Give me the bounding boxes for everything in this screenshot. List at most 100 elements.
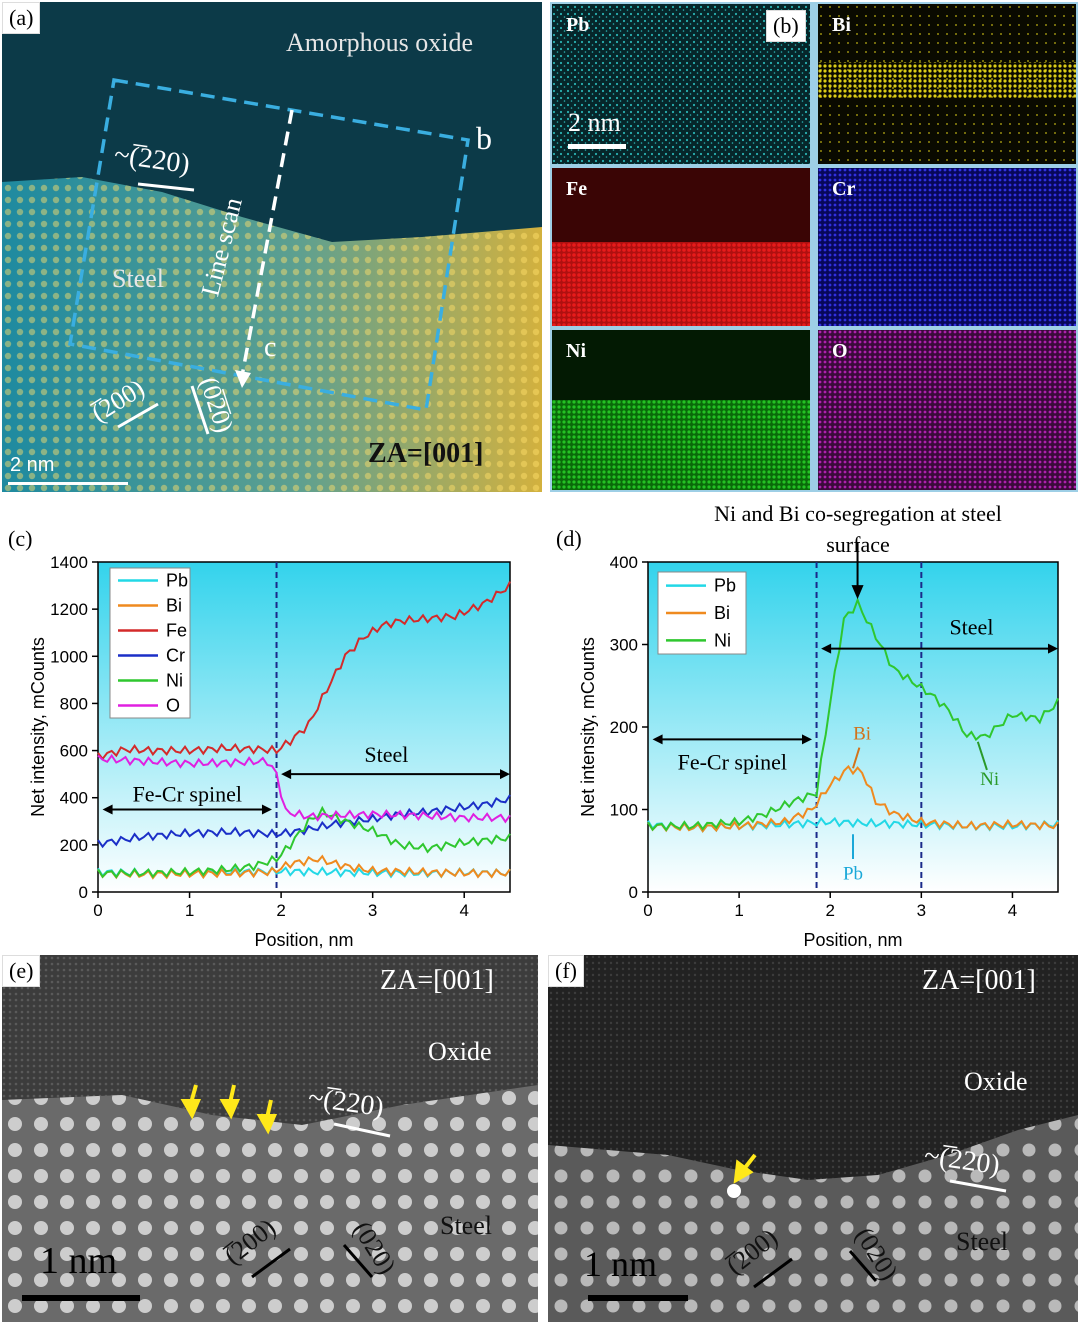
steel-text-f: Steel bbox=[956, 1227, 1008, 1256]
yellow-arrow-f bbox=[733, 1153, 757, 1184]
steel-text: Steel bbox=[364, 742, 408, 767]
map-fe: Fe bbox=[552, 168, 810, 326]
x-tick-label: 3 bbox=[368, 901, 377, 920]
legend-label: Bi bbox=[166, 596, 182, 616]
panel-d-label: (d) bbox=[556, 526, 582, 551]
oxide-text-f: Oxide bbox=[964, 1067, 1028, 1096]
map-ni-image bbox=[552, 330, 810, 490]
steel-text-d: Steel bbox=[949, 615, 993, 640]
scale-bar-a bbox=[8, 482, 128, 485]
map-o-title: O bbox=[832, 340, 848, 362]
scale-text-f: 1 nm bbox=[584, 1244, 658, 1284]
x-tick-label: 2 bbox=[276, 901, 285, 920]
y-axis-label: Net intensity, mCounts bbox=[28, 637, 48, 817]
map-bi: Bi bbox=[818, 4, 1076, 164]
y-tick-label: 300 bbox=[610, 636, 638, 655]
map-cr-title: Cr bbox=[832, 178, 856, 200]
marker-b-text: b bbox=[476, 120, 492, 156]
series-fe bbox=[97, 581, 511, 761]
map-bi-title: Bi bbox=[832, 14, 851, 36]
legend-label: Pb bbox=[166, 571, 188, 591]
peak-arrow-head bbox=[851, 585, 864, 600]
legend-label: Fe bbox=[166, 621, 187, 641]
x-tick-label: 4 bbox=[1008, 901, 1017, 920]
spinel-arrow-d bbox=[652, 734, 812, 745]
x-tick-label: 0 bbox=[93, 901, 102, 920]
map-o: O bbox=[818, 330, 1076, 490]
zone-axis-text-e: ZA=[001] bbox=[380, 965, 494, 996]
legend-label: Pb bbox=[714, 576, 736, 596]
marker-c-text: c bbox=[264, 332, 277, 363]
oxide-text-e: Oxide bbox=[428, 1037, 492, 1066]
legend-label: Ni bbox=[714, 630, 731, 650]
panel-c-label: (c) bbox=[8, 526, 33, 551]
pb-arrow-text: Pb bbox=[843, 864, 863, 885]
x-tick-label: 0 bbox=[643, 901, 652, 920]
ni-arrow-text: Ni bbox=[980, 769, 999, 790]
map-ni: Ni bbox=[552, 330, 810, 490]
steel-arrow bbox=[281, 769, 510, 780]
yellow-arrows-e bbox=[180, 1084, 278, 1135]
y-tick-label: 400 bbox=[610, 553, 638, 572]
map-cr-image bbox=[818, 168, 1076, 326]
bi-arrow-text: Bi bbox=[853, 723, 871, 744]
y-tick-label: 800 bbox=[60, 694, 88, 713]
chart-d-title: Ni and Bi co-segregation at steel surfac… bbox=[714, 501, 1002, 557]
panel-f-haadf: (f) ZA=[001] Oxide ~(̅220) Steel (̅200) … bbox=[548, 955, 1078, 1322]
scale-text-a: 2 nm bbox=[10, 454, 55, 476]
panel-e-label: (e) bbox=[2, 955, 41, 987]
x-axis-label: Position, nm bbox=[254, 930, 353, 950]
panel-c-chart: (c) 0 200 400 600 800 1000 1200 1400 0 1 2 3 4 Positi… bbox=[0, 498, 540, 953]
y-tick-label: 0 bbox=[629, 883, 638, 902]
x-tick-label: 4 bbox=[459, 901, 468, 920]
panel-b-eds-maps: Pb 2 nm (b) Bi Fe Cr bbox=[550, 2, 1078, 492]
map-ni-title: Ni bbox=[566, 340, 586, 362]
panel-e-haadf: (e) ZA=[001] Oxide ~(̅220) Steel (̅200) … bbox=[2, 955, 538, 1322]
panel-d-chart: (d) Ni and Bi co-segregation at steel su… bbox=[548, 498, 1080, 953]
y-tick-label: 200 bbox=[610, 718, 638, 737]
ni-arrow bbox=[976, 741, 988, 771]
map-pb-title: Pb bbox=[566, 14, 590, 36]
y-tick-label: 0 bbox=[79, 883, 88, 902]
series-bi bbox=[647, 764, 1059, 833]
panel-a-stem-image: (a) Amorphous oxide ~(̅220) b Steel Line… bbox=[2, 2, 542, 492]
scale-bar-b bbox=[568, 144, 626, 149]
series-ni bbox=[647, 596, 1059, 832]
legend-label: O bbox=[166, 696, 180, 716]
legend-label: Cr bbox=[166, 646, 185, 666]
panel-e-image bbox=[2, 955, 538, 1322]
amorphous-oxide-text: Amorphous oxide bbox=[286, 28, 474, 57]
panel-f-label: (f) bbox=[548, 955, 584, 987]
map-fe-title: Fe bbox=[566, 178, 588, 200]
steel-text-a: Steel bbox=[112, 264, 164, 293]
y-tick-label: 1000 bbox=[50, 647, 88, 666]
legend-label: Bi bbox=[714, 603, 730, 623]
legend bbox=[109, 567, 191, 719]
y-tick-label: 600 bbox=[60, 742, 88, 761]
map-o-image bbox=[818, 330, 1076, 490]
series-bi bbox=[97, 854, 511, 880]
chart-d-svg: 0 100 200 300 400 0 1 2 3 4 Position, nm Net intens… bbox=[578, 542, 1059, 950]
panel-b-label: (b) bbox=[766, 10, 806, 42]
x-tick-label: 3 bbox=[917, 901, 926, 920]
legend-label: Ni bbox=[166, 671, 183, 691]
x-tick-label: 1 bbox=[734, 901, 743, 920]
x-axis-label: Position, nm bbox=[803, 930, 902, 950]
y-tick-label: 200 bbox=[60, 836, 88, 855]
panel-f-image bbox=[548, 955, 1078, 1322]
map-fe-image bbox=[552, 168, 810, 326]
panel-a-label: (a) bbox=[2, 2, 41, 34]
series-cr bbox=[97, 794, 511, 849]
y-tick-label: 1200 bbox=[50, 600, 88, 619]
bi-arrow bbox=[852, 747, 861, 769]
spinel-text-d: Fe-Cr spinel bbox=[678, 749, 787, 774]
steel-arrow-d bbox=[821, 643, 1058, 654]
panel-a-image bbox=[2, 2, 542, 492]
x-tick-label: 2 bbox=[825, 901, 834, 920]
map-cr: Cr bbox=[818, 168, 1076, 326]
series-ni bbox=[97, 805, 511, 879]
scale-text-b: 2 nm bbox=[568, 108, 621, 137]
x-tick-label: 1 bbox=[185, 901, 194, 920]
y-axis-label: Net intensity, mCounts bbox=[578, 637, 598, 817]
series-o bbox=[97, 753, 511, 824]
